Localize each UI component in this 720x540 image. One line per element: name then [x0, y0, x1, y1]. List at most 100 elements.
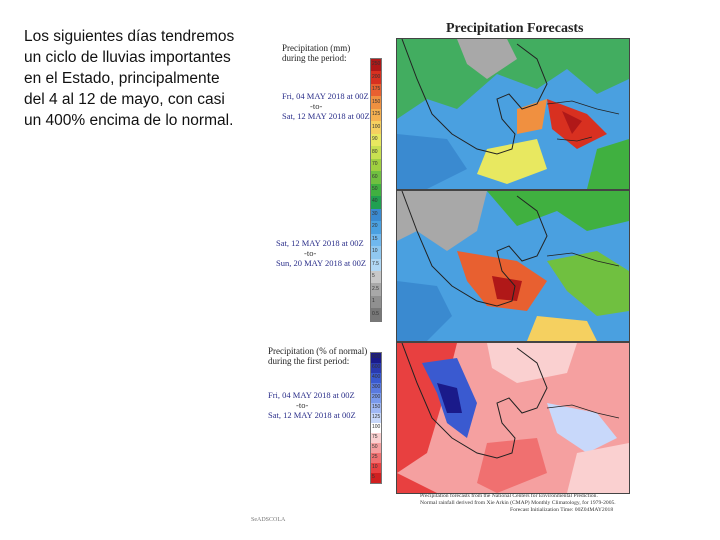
colorbar-tick-label: 50 — [372, 186, 378, 192]
colorbar-segment — [371, 183, 381, 197]
colorbar-tick-label: 40 — [372, 198, 378, 205]
colorbar-tick-label: 10 — [372, 464, 378, 470]
precip-map-period1 — [396, 38, 630, 190]
colorbar-tick-label: 25 — [372, 454, 378, 460]
colorbar-tick-label: 200 — [372, 73, 381, 80]
figure-title: Precipitation Forecasts — [446, 21, 584, 36]
colorbar-segment — [371, 295, 381, 309]
colorbar-segment — [371, 246, 381, 259]
intro-line: un ciclo de lluvias importantes — [24, 49, 231, 66]
colorbar-segment — [371, 308, 381, 321]
precip-pct-map-graphic — [397, 343, 629, 493]
panel3-head1: Precipitation (% of normal) — [268, 346, 368, 356]
logo-text: SeADSCOLA — [251, 517, 286, 523]
precip-pct-colorbar — [370, 352, 382, 484]
panel3-end-date: Sat, 12 MAY 2018 at 00Z — [268, 410, 356, 420]
colorbar-segment — [371, 403, 381, 413]
colorbar-segment — [371, 258, 381, 271]
colorbar-tick-label: 7.5 — [372, 260, 379, 267]
colorbar-tick-label: 125 — [372, 414, 381, 420]
panel3-start-date: Fri, 04 MAY 2018 at 00Z — [268, 390, 355, 400]
footer-line: Precipitation forecasts from the Nationa… — [420, 493, 598, 499]
colorbar-segment — [371, 59, 381, 72]
colorbar-segment — [371, 158, 381, 172]
colorbar-tick-label: 250 — [372, 61, 381, 68]
colorbar-tick-label: 5 — [372, 273, 375, 280]
colorbar-segment — [371, 423, 381, 433]
colorbar-tick-label: 60 — [372, 173, 378, 180]
colorbar-segment — [371, 463, 381, 473]
colorbar-tick-label: 2.5 — [372, 285, 379, 292]
panel2-separator: -to- — [304, 248, 317, 258]
panel1-start-date: Fri, 04 MAY 2018 at 00Z — [282, 91, 369, 101]
panel1-separator: -to- — [310, 101, 323, 111]
colorbar-tick-label: 70 — [372, 161, 378, 168]
colorbar-segment — [371, 413, 381, 423]
colorbar-tick-label: 20 — [372, 223, 378, 230]
colorbar-segment — [371, 433, 381, 443]
colorbar-segment — [371, 473, 381, 483]
colorbar-tick-label: 200 — [372, 394, 381, 400]
colorbar-segment — [371, 363, 381, 373]
panel3-head2: during the first period: — [268, 356, 350, 366]
colorbar-segment — [371, 208, 381, 222]
figure-footer: Precipitation forecasts from the Nationa… — [420, 493, 616, 514]
colorbar-tick-label: 0.5 — [372, 310, 379, 317]
intro-line: del 4 al 12 de mayo, con casi — [24, 91, 225, 108]
colorbar-tick-label: 50 — [372, 444, 378, 450]
colorbar-tick-label: 90 — [372, 136, 378, 143]
precip-map-period1-graphic — [397, 39, 629, 189]
colorbar-tick-label: 10 — [372, 248, 378, 255]
colorbar-segment — [371, 270, 381, 284]
colorbar-tick-label: 125 — [372, 111, 381, 118]
precip-pct-map — [396, 342, 630, 494]
colorbar-segment — [371, 171, 381, 184]
precip-mm-colorbar — [370, 58, 382, 322]
footer-line: Forecast Initialization Time: 00Z04MAY20… — [510, 507, 614, 513]
colorbar-segment — [371, 121, 381, 134]
panel2-label: Sat, 12 MAY 2018 at 00Z -to- Sun, 20 MAY… — [276, 238, 366, 268]
colorbar-segment — [371, 393, 381, 403]
panel1-head1: Precipitation (mm) — [282, 43, 351, 53]
panel1-end-date: Sat, 12 MAY 2018 at 00Z — [282, 111, 370, 121]
colorbar-segment — [371, 443, 381, 453]
colorbar-segment — [371, 196, 381, 209]
colorbar-tick-label: 600 — [372, 364, 381, 370]
colorbar-tick-label: 150 — [372, 404, 381, 410]
colorbar-segment — [371, 353, 381, 363]
panel1-head2: during the period: — [282, 53, 347, 63]
colorbar-segment — [371, 383, 381, 393]
colorbar-tick-label: 75 — [372, 434, 378, 440]
footer-line: Normal rainfall derived from Xie Arkin (… — [420, 500, 616, 506]
colorbar-tick-label: 100 — [372, 424, 381, 430]
intro-line: Los siguientes días tendremos — [24, 28, 235, 45]
colorbar-tick-label: 15 — [372, 235, 378, 242]
colorbar-segment — [371, 108, 381, 122]
panel3-separator: -to- — [296, 400, 309, 410]
precip-map-period2 — [396, 190, 630, 342]
colorbar-segment — [371, 233, 381, 247]
panel1-label: Precipitation (mm) during the period: Fr… — [282, 43, 370, 121]
panel3-label: Precipitation (% of normal) during the f… — [268, 346, 367, 420]
colorbar-tick-label: 150 — [372, 98, 381, 105]
panel2-start-date: Sat, 12 MAY 2018 at 00Z — [276, 238, 364, 248]
colorbar-segment — [371, 146, 381, 159]
colorbar-segment — [371, 453, 381, 463]
colorbar-segment — [371, 71, 381, 84]
precip-map-period2-graphic — [397, 191, 629, 341]
colorbar-tick-label: 300 — [372, 384, 381, 390]
colorbar-tick-label: 5 — [372, 474, 375, 480]
colorbar-segment — [371, 96, 381, 109]
colorbar-tick-label: 80 — [372, 148, 378, 155]
intro-paragraph: Los siguientes días tendremos un ciclo d… — [24, 26, 264, 131]
intro-line: un 400% encima de lo normal. — [24, 112, 234, 129]
colorbar-tick-label: 400 — [372, 374, 381, 380]
intro-line: en el Estado, principalmente — [24, 70, 220, 87]
colorbar-segment — [371, 283, 381, 296]
colorbar-tick-label: 30 — [372, 210, 378, 217]
panel2-end-date: Sun, 20 MAY 2018 at 00Z — [276, 258, 367, 268]
colorbar-segment — [371, 373, 381, 383]
colorbar-tick-label: 800 — [372, 354, 381, 360]
colorbar-segment — [371, 83, 381, 97]
colorbar-segment — [371, 221, 381, 234]
